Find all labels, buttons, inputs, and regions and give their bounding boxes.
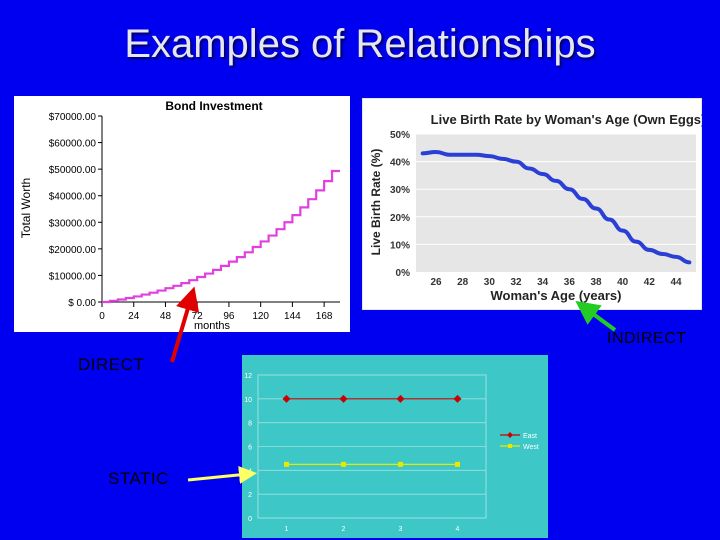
birth-y-tick-label: 30% (390, 185, 410, 196)
bond-y-axis-label: Total Worth (19, 178, 33, 238)
birth-x-tick-label: 34 (537, 277, 549, 288)
bond-x-tick-label: 0 (99, 311, 105, 322)
static-y-tick-label: 2 (248, 492, 252, 499)
static-legend-marker (508, 444, 512, 448)
birth-y-tick-label: 40% (390, 158, 410, 169)
birth-x-tick-label: 38 (590, 277, 602, 288)
bond-x-tick-label: 96 (223, 311, 235, 322)
slide-title: Examples of Relationships (124, 22, 596, 66)
static-y-tick-label: 10 (244, 397, 252, 404)
static-x-tick-label: 4 (456, 526, 460, 533)
birth-y-tick-label: 50% (390, 130, 410, 141)
static-y-tick-label: 12 (244, 373, 252, 380)
static-point-east (339, 394, 348, 403)
bond-x-tick-label: 72 (192, 311, 204, 322)
bond-x-tick-label: 48 (160, 311, 172, 322)
static-point-west (455, 461, 460, 467)
static-y-tick-label: 0 (248, 516, 252, 523)
bond-x-tick-label: 24 (128, 311, 140, 322)
bond-x-axis-label: months (194, 320, 231, 332)
birth-x-tick-label: 26 (430, 277, 442, 288)
static-legend-label: East (523, 433, 537, 440)
bond-y-tick-label: $50000.00 (49, 165, 97, 176)
bond-y-tick-label: $ 0.00 (68, 298, 96, 309)
direct-arrow (170, 286, 200, 363)
static-legend-label: West (523, 444, 539, 451)
static-y-tick-label: 6 (248, 445, 252, 452)
static-point-east (396, 394, 405, 403)
bond-y-tick-label: $60000.00 (49, 139, 97, 150)
bond-x-tick-label: 168 (316, 311, 333, 322)
birth-x-tick-label: 44 (670, 277, 682, 288)
bond-series-line (102, 169, 340, 304)
direct-label: DIRECT (78, 355, 145, 374)
static-x-tick-label: 3 (399, 526, 403, 533)
static-legend-marker (507, 432, 513, 438)
birth-x-tick-label: 30 (484, 277, 496, 288)
static-point-west (284, 461, 289, 467)
static-arrow (187, 465, 257, 484)
static-y-tick-label: 8 (248, 421, 252, 428)
birth-x-tick-label: 32 (510, 277, 522, 288)
static-label: STATIC (108, 469, 169, 488)
birth-y-tick-label: 0% (396, 268, 411, 279)
birth-series-line (420, 149, 692, 265)
static-x-tick-label: 1 (285, 526, 289, 533)
birth-y-axis-label: Live Birth Rate (%) (369, 149, 383, 256)
birth-x-tick-label: 42 (644, 277, 656, 288)
birth-rate-chart: Live Birth Rate by Woman's Age (Own Eggs… (362, 98, 702, 310)
indirect-label: INDIRECT (607, 330, 687, 347)
bond-x-tick-label: 144 (284, 311, 301, 322)
static-x-tick-label: 2 (342, 526, 346, 533)
static-point-east (453, 394, 462, 403)
indirect-arrow (575, 300, 617, 332)
static-point-west (341, 461, 346, 467)
birth-y-tick-label: 10% (390, 240, 410, 251)
bond-y-tick-label: $70000.00 (49, 112, 97, 123)
bond-y-tick-label: $20000.00 (49, 245, 97, 256)
bond-y-tick-label: $30000.00 (49, 218, 97, 229)
bond-chart-title: Bond Investment (165, 99, 262, 113)
bond-y-tick-label: $10000.00 (49, 271, 97, 282)
birth-x-tick-label: 28 (457, 277, 469, 288)
birth-chart-title: Live Birth Rate by Woman's Age (Own Eggs… (431, 112, 702, 127)
birth-x-axis-label: Woman's Age (years) (491, 288, 622, 303)
birth-x-tick-label: 40 (617, 277, 629, 288)
bond-investment-chart: Bond Investment Total Worth months $ 0.0… (14, 96, 350, 332)
static-point-west (398, 461, 403, 467)
bond-y-tick-label: $40000.00 (49, 192, 97, 203)
bond-x-tick-label: 120 (252, 311, 269, 322)
birth-x-tick-label: 36 (564, 277, 576, 288)
birth-y-tick-label: 20% (390, 213, 410, 224)
static-point-east (282, 394, 291, 403)
